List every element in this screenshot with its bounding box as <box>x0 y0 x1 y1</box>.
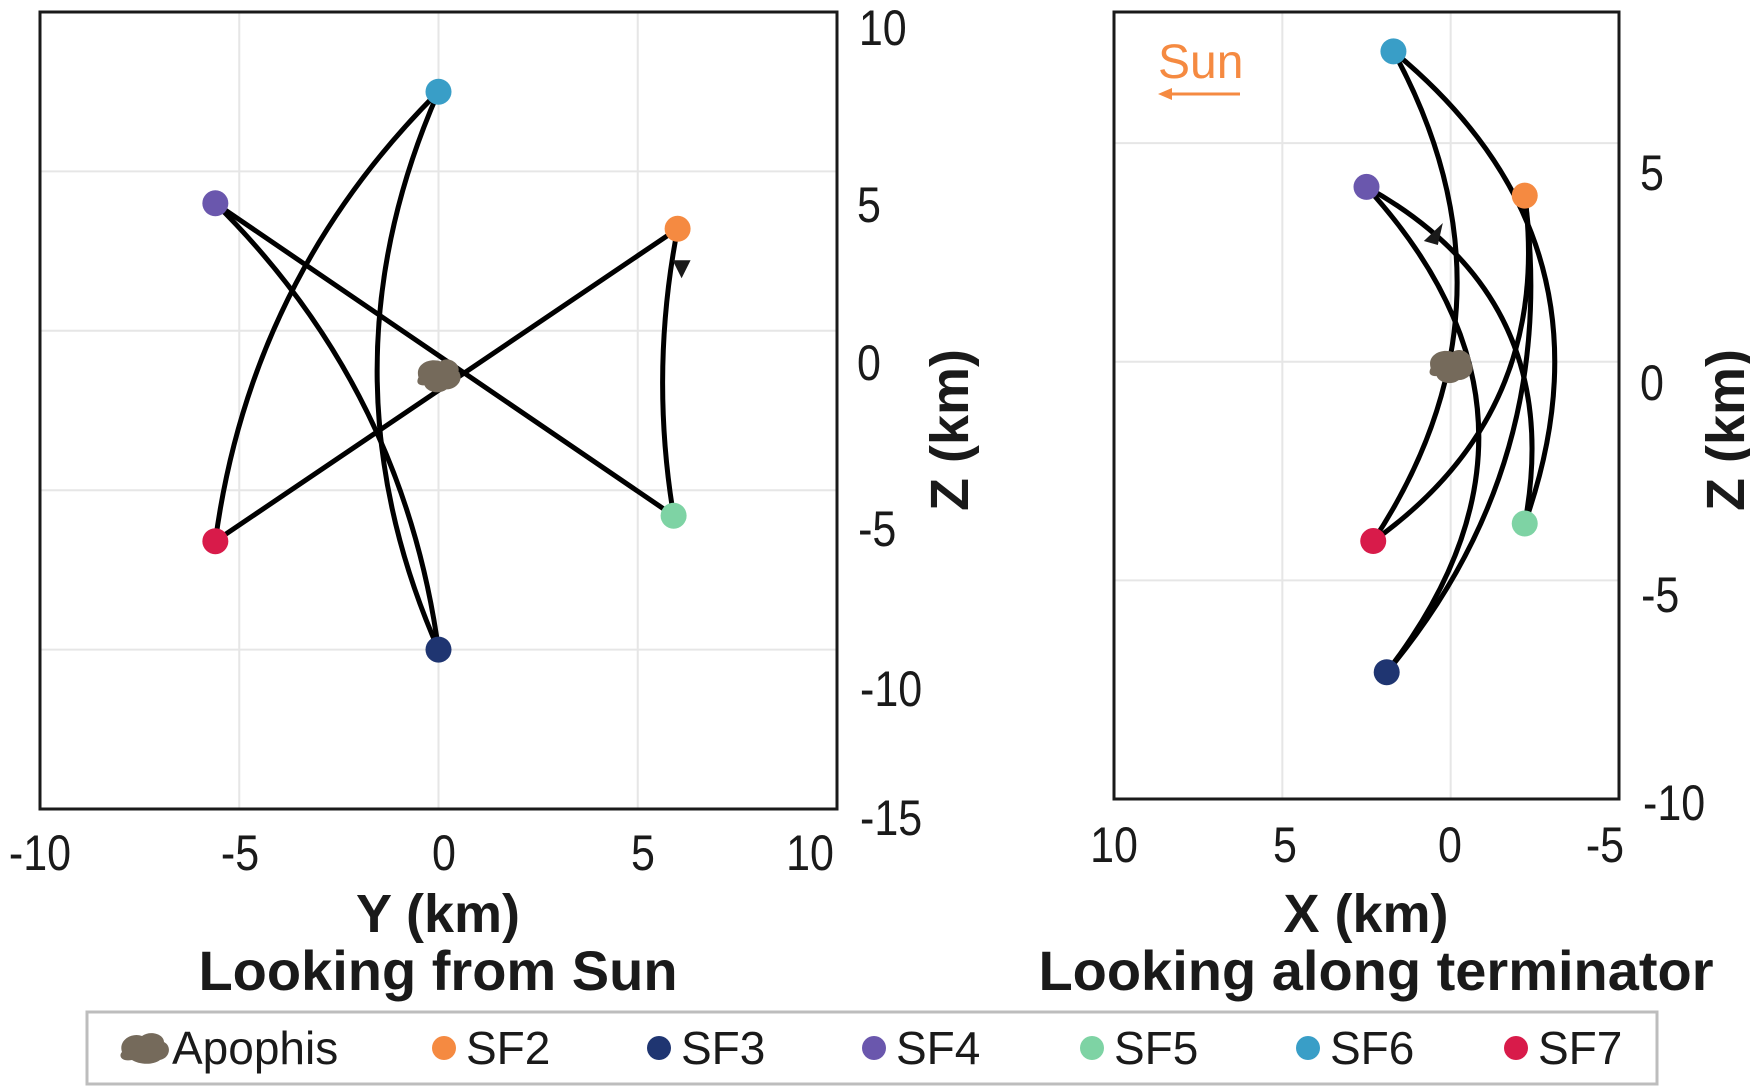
trajectory-sf6-sf7 <box>1370 48 1460 544</box>
legend-item-sf2: SF2 <box>432 1022 550 1074</box>
legend-item-apophis: Apophis <box>120 1022 338 1074</box>
station-marker-sf5 <box>1511 510 1538 537</box>
legend-label: SF6 <box>1330 1022 1414 1074</box>
station-marker-sf2 <box>1511 182 1538 209</box>
direction-arrow-icon <box>672 260 691 279</box>
station-marker-sf5 <box>660 502 687 529</box>
legend-dot <box>647 1036 671 1060</box>
trajectory-sf3-sf6 <box>374 89 441 653</box>
right-x-axis-title: X (km) <box>1283 884 1448 944</box>
trajectory-sf6-sf7 <box>212 89 441 544</box>
legend-dot <box>1080 1036 1104 1060</box>
legend-dot <box>432 1036 456 1060</box>
left-plot-frame <box>38 10 839 811</box>
right-grid <box>1114 12 1619 799</box>
legend-label: SF7 <box>1538 1022 1622 1074</box>
right-xtick-label: -5 <box>1586 817 1624 873</box>
sun-direction-arrow-icon <box>1158 88 1240 100</box>
right-xtick-label: 10 <box>1090 817 1138 873</box>
direction-arrow-icon <box>1423 222 1443 245</box>
right-xtick-label: 0 <box>1438 817 1462 873</box>
right-xtick-label: 5 <box>1273 817 1297 873</box>
legend-label: SF5 <box>1114 1022 1198 1074</box>
station-marker-sf6 <box>425 78 452 105</box>
sun-annotation: Sun <box>1158 36 1243 89</box>
right-direction-arrow <box>1423 222 1443 245</box>
right-ytick-label: -10 <box>1643 775 1705 831</box>
left-ytick-label: -10 <box>860 661 922 717</box>
panel-looking-from-sun: -10 -5 0 5 10 10 5 0 -5 -10 -15 Z (km) Y… <box>9 0 980 1002</box>
station-marker-sf4 <box>1353 173 1380 200</box>
right-trajectories <box>1364 48 1558 675</box>
trajectory-sf4-sf5 <box>1364 184 1535 527</box>
left-xtick-label: -5 <box>221 825 259 881</box>
left-x-axis-title: Y (km) <box>356 884 520 944</box>
apophis-icon <box>120 1033 169 1064</box>
left-xtick-label: 0 <box>432 825 456 881</box>
station-marker-sf4 <box>202 190 229 217</box>
right-apophis-shape <box>1429 350 1473 384</box>
legend-label: SF3 <box>681 1022 765 1074</box>
station-marker-sf3 <box>1373 659 1400 686</box>
left-panel-title: Looking from Sun <box>198 939 677 1002</box>
legend-item-sf6: SF6 <box>1296 1022 1414 1074</box>
legend-label: Apophis <box>172 1022 338 1074</box>
apophis-icon <box>1429 350 1473 384</box>
right-ytick-label: -5 <box>1641 567 1679 623</box>
left-grid <box>40 12 837 809</box>
trajectory-sf5-sf4 <box>212 200 677 519</box>
right-ytick-label: 5 <box>1640 145 1664 201</box>
legend-label: SF4 <box>896 1022 980 1074</box>
left-xtick-label: -10 <box>9 825 71 881</box>
left-xtick-label: 5 <box>631 825 655 881</box>
trajectory-sf4-sf3 <box>212 200 441 653</box>
right-ytick-label: 0 <box>1640 355 1664 411</box>
legend-item-sf5: SF5 <box>1080 1022 1198 1074</box>
legend-label: SF2 <box>466 1022 550 1074</box>
station-marker-sf7 <box>202 528 229 555</box>
left-ytick-label: -5 <box>858 501 896 557</box>
legend-item-sf7: SF7 <box>1504 1022 1622 1074</box>
left-ytick-label: 10 <box>859 0 907 56</box>
left-ytick-label: -15 <box>860 790 922 846</box>
trajectory-sf4-sf3 <box>1364 184 1482 675</box>
left-ytick-label: 0 <box>857 335 881 391</box>
legend-dot <box>862 1036 886 1060</box>
left-apophis-shape <box>417 359 461 393</box>
trajectory-sf6-sf5 <box>1390 48 1558 527</box>
legend-dot <box>1504 1036 1528 1060</box>
station-marker-sf3 <box>425 636 452 663</box>
left-xtick-label: 10 <box>786 825 834 881</box>
trajectory-sf2-sf5 <box>660 226 681 519</box>
legend-item-sf3: SF3 <box>647 1022 765 1074</box>
left-ytick-label: 5 <box>857 177 881 233</box>
right-station-markers <box>1353 38 1538 686</box>
apophis-icon <box>417 359 461 393</box>
trajectory-sf2-sf3 <box>1384 193 1534 675</box>
right-panel-title: Looking along terminator <box>1038 939 1713 1002</box>
right-plot-frame <box>1112 10 1621 801</box>
left-direction-arrow <box>672 260 691 279</box>
legend: Apophis SF2 SF3 SF4 SF5 SF6 SF7 <box>85 1010 1659 1086</box>
right-y-axis-title: Z (km) <box>1696 349 1750 511</box>
legend-dot <box>1296 1036 1320 1060</box>
panel-looking-along-terminator: Sun 10 5 0 -5 5 0 -5 -10 Z (km) X (km) L… <box>1038 10 1750 1002</box>
left-y-axis-title: Z (km) <box>920 349 980 511</box>
left-station-markers <box>202 78 691 663</box>
station-marker-sf2 <box>664 215 691 242</box>
station-marker-sf6 <box>1380 38 1407 65</box>
legend-item-sf4: SF4 <box>862 1022 980 1074</box>
station-marker-sf7 <box>1360 528 1387 555</box>
